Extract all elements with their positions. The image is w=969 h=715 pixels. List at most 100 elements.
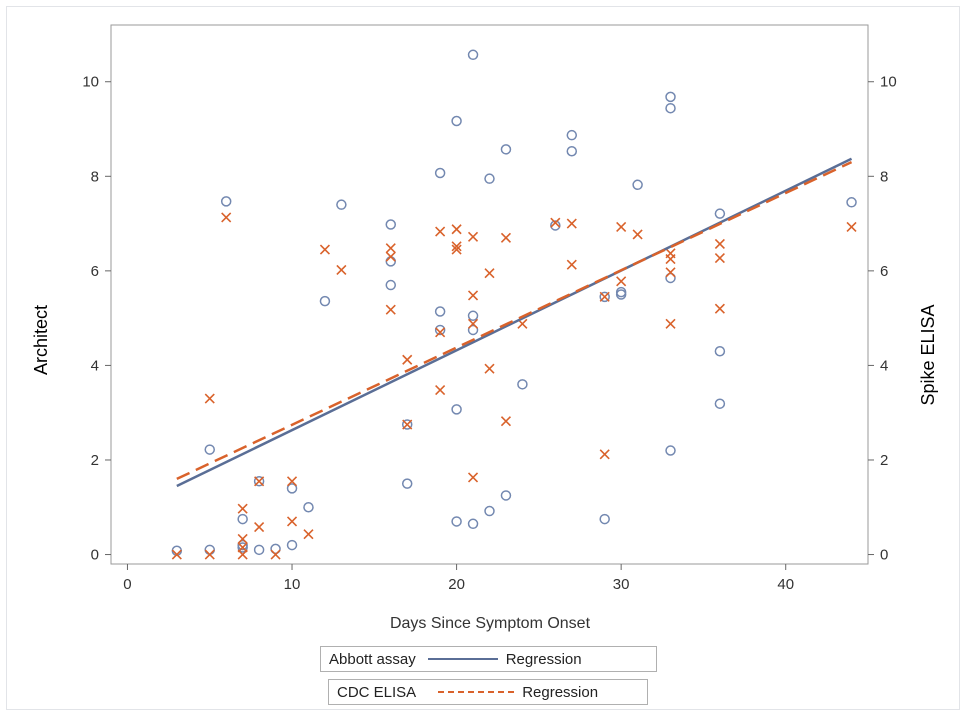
cdc-point-stroke (566, 259, 577, 270)
cdc-point-stroke (171, 549, 182, 560)
cdc-point-stroke (237, 533, 248, 545)
abbott-point (303, 502, 314, 513)
cdc-point (714, 303, 725, 314)
cdc-point-stroke (336, 264, 347, 275)
cdc-point (254, 522, 265, 533)
abbott-point (566, 145, 578, 157)
abbott-point (401, 419, 413, 430)
cdc-point-stroke (517, 318, 528, 329)
y2-tick-label: 0 (880, 547, 888, 564)
abbott-point (500, 490, 512, 501)
cdc-point (254, 476, 265, 487)
cdc-point (566, 218, 577, 229)
cdc-point-stroke (270, 549, 281, 560)
abbott-point (451, 115, 462, 127)
cdc-point (435, 327, 446, 338)
cdc-point (319, 244, 331, 255)
cdc-point (286, 516, 298, 527)
abbott-point (615, 289, 627, 300)
abbott-point (665, 272, 676, 284)
cdc-point (550, 217, 561, 228)
cdc-point-stroke (402, 354, 413, 365)
cdc-point-stroke (467, 231, 479, 242)
legend-dashed-line-icon (438, 691, 515, 693)
cdc-point-stroke (451, 224, 462, 235)
cdc-point (500, 232, 512, 243)
abbott-point (434, 167, 446, 179)
cdc-point (270, 549, 281, 560)
cdc-point-stroke (632, 229, 643, 240)
cdc-point (385, 243, 396, 254)
abbott-point (500, 144, 512, 155)
chart-frame (6, 6, 960, 710)
abbott-point (434, 306, 446, 317)
cdc-regression-line (176, 160, 853, 481)
cdc-point (402, 354, 413, 365)
y-tick-label: 0 (91, 547, 99, 564)
abbott-point (467, 49, 479, 61)
cdc-point (714, 238, 725, 249)
cdc-point-stroke (237, 549, 248, 560)
cdc-point-stroke (665, 267, 676, 278)
abbott-point (451, 516, 462, 527)
abbott-point (253, 476, 265, 487)
cdc-point (484, 268, 495, 279)
cdc-point-stroke (435, 226, 446, 237)
cdc-point-stroke (467, 318, 479, 329)
cdc-point-stroke (385, 251, 396, 262)
cdc-point-stroke (286, 476, 298, 487)
y-tick-label: 6 (91, 263, 99, 280)
cdc-point-stroke (484, 363, 495, 374)
y2-tick-label: 10 (880, 74, 897, 91)
abbott-point (237, 542, 248, 553)
abbott-point (220, 196, 232, 207)
legend-label-abbott-regression: Regression (505, 650, 582, 668)
y-tick-label: 10 (82, 74, 99, 91)
cdc-point (632, 229, 643, 240)
cdc-point-stroke (500, 232, 512, 243)
cdc-point (171, 549, 182, 560)
abbott-point (286, 539, 298, 551)
cdc-point (435, 226, 446, 237)
cdc-point-stroke (714, 303, 725, 314)
y2-axis-title: Spike ELISA (918, 304, 938, 405)
cdc-point (665, 267, 676, 278)
cdc-point-stroke (204, 393, 215, 404)
cdc-point-stroke (714, 238, 725, 249)
cdc-point (599, 449, 610, 460)
cdc-point-stroke (484, 268, 495, 279)
abbott-point (286, 483, 298, 494)
abbott-point (714, 398, 726, 409)
y-axis-title: Architect (31, 305, 51, 375)
legend-label-cdc-regression: Regression (522, 683, 599, 701)
plot-area (110, 24, 869, 565)
abbott-regression-line (176, 157, 853, 488)
abbott-point (599, 513, 610, 525)
cdc-point-stroke (286, 516, 298, 527)
cdc-point-stroke (204, 549, 215, 560)
cdc-point-stroke (500, 416, 512, 427)
abbott-point (714, 208, 726, 219)
abbott-point (566, 129, 578, 141)
cdc-point-stroke (254, 476, 265, 487)
cdc-point (467, 472, 479, 483)
cdc-point (435, 384, 446, 396)
cdc-point (467, 231, 479, 242)
cdc-point-stroke (616, 276, 627, 287)
cdc-point (237, 533, 248, 545)
y2-tick-label: 4 (880, 357, 888, 374)
abbott-point (632, 179, 643, 191)
abbott-point (319, 295, 331, 307)
x-tick-label: 10 (284, 576, 301, 593)
abbott-point (336, 199, 347, 210)
abbott-point (484, 173, 495, 184)
x-tick-label: 30 (613, 576, 630, 593)
cdc-point (714, 253, 725, 264)
cdc-point (385, 304, 396, 315)
cdc-point (204, 549, 215, 560)
cdc-point (402, 419, 413, 430)
cdc-point (303, 529, 314, 540)
cdc-point (616, 276, 627, 287)
y-tick-label: 4 (91, 357, 99, 374)
